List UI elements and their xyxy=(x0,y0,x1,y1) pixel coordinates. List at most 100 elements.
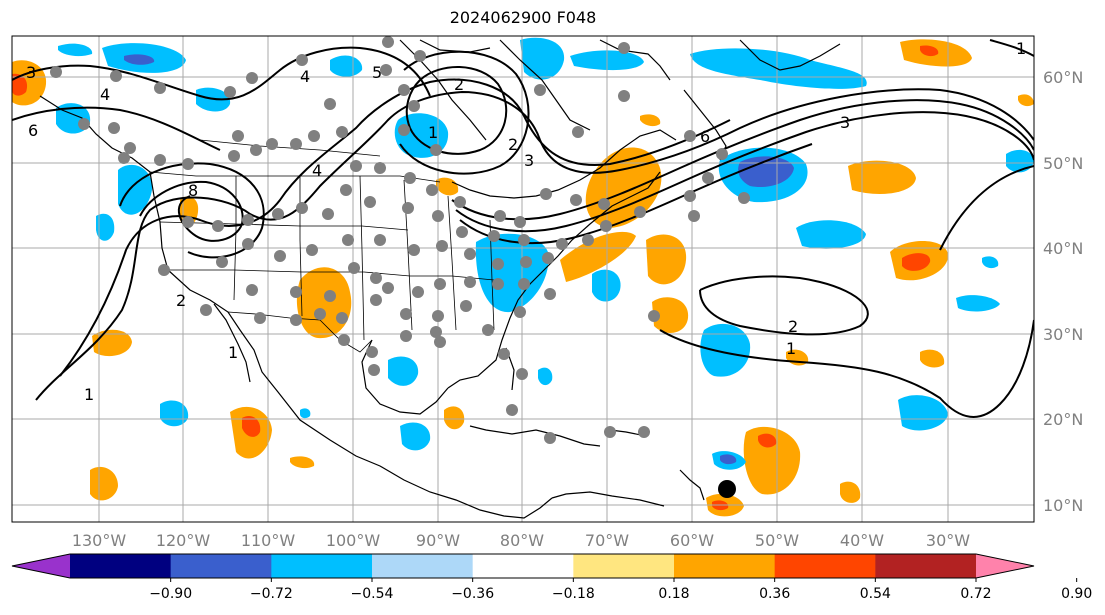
station-marker xyxy=(200,304,212,316)
colorbar-segment xyxy=(70,554,172,578)
station-marker xyxy=(296,54,308,66)
station-markers xyxy=(50,36,750,444)
contour-label: 1 xyxy=(1016,39,1026,58)
station-marker xyxy=(340,184,352,196)
station-marker xyxy=(228,150,240,162)
contour-label: 4 xyxy=(312,161,322,180)
colorbar-tick-label: 0.36 xyxy=(759,586,790,602)
station-marker xyxy=(702,172,714,184)
lon-label: 80°W xyxy=(500,531,544,550)
colorbar-tick-labels: −0.90 −0.72 −0.54 −0.36 −0.18 0.18 0.36 0.54 0.7… xyxy=(149,578,1092,602)
station-marker xyxy=(182,216,194,228)
station-marker xyxy=(716,148,728,160)
station-marker xyxy=(570,194,582,206)
station-marker xyxy=(498,348,510,360)
colorbar xyxy=(11,553,1035,579)
station-marker xyxy=(306,244,318,256)
station-marker xyxy=(382,282,394,294)
colorbar-tick-label: −0.36 xyxy=(451,586,494,602)
station-marker xyxy=(688,210,700,222)
contour-label: 3 xyxy=(26,63,36,82)
contour-label: 2 xyxy=(176,291,186,310)
station-marker xyxy=(604,426,616,438)
lat-label: 40°N xyxy=(1043,239,1083,258)
station-marker xyxy=(514,216,526,228)
lat-label: 60°N xyxy=(1043,68,1083,87)
station-marker xyxy=(322,208,334,220)
storm-position-marker xyxy=(718,480,736,498)
station-marker xyxy=(350,160,362,172)
station-marker xyxy=(492,278,504,290)
station-marker xyxy=(254,312,266,324)
colorbar-segment xyxy=(774,554,876,578)
colorbar-segment xyxy=(674,554,776,578)
station-marker xyxy=(408,244,420,256)
station-marker xyxy=(158,264,170,276)
lon-label: 40°W xyxy=(840,531,884,550)
lon-label: 60°W xyxy=(670,531,714,550)
station-marker xyxy=(506,404,518,416)
station-marker xyxy=(454,196,466,208)
contour-label: 1 xyxy=(84,385,94,404)
station-marker xyxy=(242,214,254,226)
station-marker xyxy=(556,238,568,250)
station-marker xyxy=(412,286,424,298)
station-marker xyxy=(598,198,610,210)
station-marker xyxy=(232,130,244,142)
station-marker xyxy=(274,250,286,262)
station-marker xyxy=(124,142,136,154)
station-marker xyxy=(414,50,426,62)
station-marker xyxy=(542,252,554,264)
station-marker xyxy=(266,138,278,150)
station-marker xyxy=(482,324,494,336)
station-marker xyxy=(380,64,392,76)
station-marker xyxy=(374,234,386,246)
station-marker xyxy=(308,130,320,142)
contour-label: 2 xyxy=(454,75,464,94)
station-marker xyxy=(618,90,630,102)
colorbar-tick-label: 0.54 xyxy=(860,586,891,602)
station-marker xyxy=(348,262,360,274)
station-marker xyxy=(520,256,532,268)
station-marker xyxy=(402,202,414,214)
colorbar-tick-label: −0.18 xyxy=(552,586,595,602)
station-marker xyxy=(684,190,696,202)
station-marker xyxy=(216,256,228,268)
longitude-labels: 130°W 120°W 110°W 100°W 90°W 80°W 70°W 6… xyxy=(72,531,970,550)
station-marker xyxy=(432,310,444,322)
lat-label: 50°N xyxy=(1043,154,1083,173)
station-marker xyxy=(154,82,166,94)
station-marker xyxy=(118,152,130,164)
colorbar-segment xyxy=(271,554,373,578)
lon-label: 70°W xyxy=(585,531,629,550)
station-marker xyxy=(684,130,696,142)
station-marker xyxy=(400,330,412,342)
contour-label-group: 3 4 6 4 5 2 1 2 3 1 2 1 8 4 6 3 2 1 1 xyxy=(26,39,1026,404)
station-marker xyxy=(426,184,438,196)
contour-lines xyxy=(12,39,1034,418)
station-marker xyxy=(456,226,468,238)
contour-label: 6 xyxy=(700,127,710,146)
station-marker xyxy=(246,284,258,296)
station-marker xyxy=(246,72,258,84)
station-marker xyxy=(296,202,308,214)
contour-label: 8 xyxy=(188,181,198,200)
colorbar-segment xyxy=(573,554,675,578)
station-marker xyxy=(290,286,302,298)
negative-anomaly-fields xyxy=(56,37,1034,470)
station-marker xyxy=(272,208,284,220)
lon-label: 130°W xyxy=(72,531,127,550)
station-marker xyxy=(400,308,412,320)
lat-label: 30°N xyxy=(1043,325,1083,344)
colorbar-tick-label: 0.90 xyxy=(1061,586,1092,602)
station-marker xyxy=(290,138,302,150)
contour-label: 3 xyxy=(840,113,850,132)
station-marker xyxy=(224,86,236,98)
contour-label: 6 xyxy=(28,121,38,140)
station-marker xyxy=(518,234,530,246)
colorbar-outline xyxy=(11,553,1035,579)
station-marker xyxy=(368,364,380,376)
station-marker xyxy=(518,278,530,290)
station-marker xyxy=(398,84,410,96)
